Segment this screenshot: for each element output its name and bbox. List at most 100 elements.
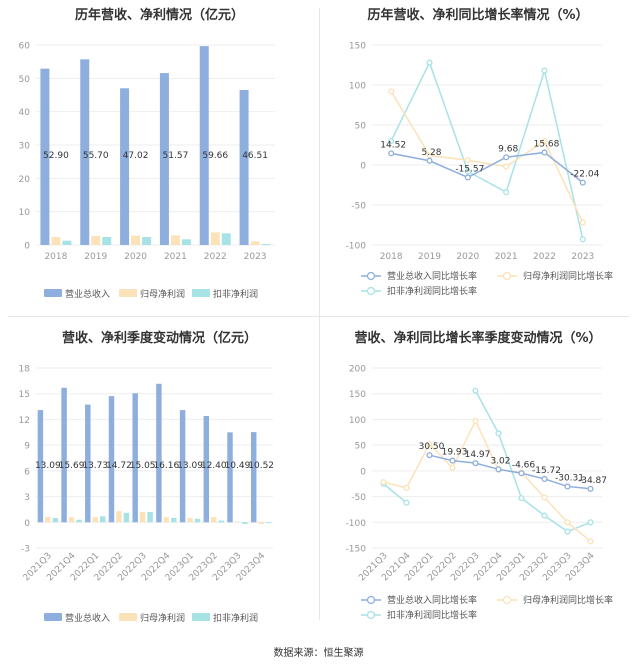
legend-label: 营业总收入: [65, 288, 110, 300]
x-tick-label: 2021: [495, 252, 518, 262]
bar-deducted-profit: [261, 244, 271, 245]
data-point: [579, 236, 586, 243]
y-tick-label: 9: [24, 442, 30, 452]
x-tick-label: 2018: [380, 252, 403, 262]
data-point: [380, 479, 387, 486]
legend-swatch: [192, 613, 210, 621]
data-label: 16.16: [153, 461, 179, 471]
bar-deducted-profit: [76, 519, 82, 523]
chart-title: 历年营收、净利同比增长率情况（%）: [367, 8, 589, 23]
data-point: [495, 466, 502, 473]
legend-swatch: [44, 289, 62, 297]
data-point: [464, 174, 471, 181]
data-point: [518, 495, 525, 502]
y-tick-label: 150: [349, 390, 366, 400]
bar-net-profit: [131, 235, 141, 245]
y-tick-label: 15: [19, 390, 30, 400]
bar-revenue: [179, 410, 186, 523]
y-tick-label: 100: [349, 82, 366, 92]
y-tick-label: 18: [19, 365, 31, 375]
y-tick-label: 0: [24, 242, 30, 252]
data-label: 10.49: [225, 461, 251, 471]
bar-deducted-profit: [147, 512, 153, 523]
panel-annual-growth: 历年营收、净利同比增长率情况（%） -100 -50 0 50 100 150 2018 20…: [319, 0, 637, 316]
data-point: [579, 179, 586, 186]
series-line: [383, 483, 407, 504]
data-label: 13.73: [82, 461, 108, 471]
legend-marker: [366, 286, 376, 296]
bar-revenue: [37, 410, 44, 523]
bar-revenue: [250, 432, 257, 523]
panel-quarterly-growth: 营收、净利同比增长率季度变动情况（%） -150 -100 -50 0 50 100 150…: [319, 316, 637, 636]
x-tick-label: 2021: [164, 252, 187, 262]
chart-title: 营收、净利季度变动情况（亿元）: [61, 331, 257, 346]
data-point: [503, 163, 510, 170]
bar-net-profit: [91, 236, 101, 245]
y-tick-label: -150: [346, 545, 367, 555]
legend-label: 扣非净利润同比增长率: [387, 609, 477, 621]
data-point: [541, 67, 548, 74]
y-tick-label: 150: [349, 42, 366, 52]
bar-net-profit: [45, 517, 51, 523]
data-point: [464, 157, 471, 164]
data-point: [587, 485, 594, 492]
y-tick-label: 40: [19, 108, 31, 118]
vertical-divider: [319, 8, 320, 620]
legend-swatch: [119, 613, 137, 621]
bar-revenue: [80, 59, 90, 246]
bar-net-profit: [139, 512, 146, 523]
y-tick-label: 100: [349, 416, 366, 426]
y-tick-label: 10: [19, 208, 31, 218]
data-point: [426, 59, 433, 66]
legend-label: 归母净利润同比增长率: [523, 594, 613, 606]
horizontal-divider: [8, 316, 629, 317]
x-tick-label: 2023: [244, 252, 267, 262]
bar-revenue: [156, 383, 162, 523]
bar-revenue: [203, 416, 210, 523]
data-label: -34.87: [578, 476, 607, 486]
bar-deducted-profit: [52, 518, 59, 523]
bar-deducted-profit: [102, 237, 112, 245]
data-point: [518, 470, 525, 477]
data-point: [472, 417, 479, 425]
bar-deducted-profit: [171, 518, 177, 523]
legend-marker: [366, 271, 376, 281]
series-line: [474, 390, 591, 533]
bar-deducted-profit: [62, 240, 72, 245]
bar-revenue: [159, 73, 169, 245]
legend-label: 扣非净利润: [213, 288, 258, 300]
y-tick-label: -50: [351, 493, 366, 503]
bar-net-profit: [116, 511, 122, 523]
annual-growth-chart: -100 -50 0 50 100 150 2018 2019 2020 2021 2022 2023…: [346, 42, 613, 298]
y-tick-label: 12: [19, 416, 30, 426]
bar-net-profit: [187, 518, 193, 523]
data-point: [587, 538, 594, 545]
data-label: 59.66: [202, 151, 228, 161]
x-tick-label: 2020: [124, 252, 147, 262]
bar-deducted-profit: [99, 516, 106, 523]
y-tick-label: 50: [355, 442, 367, 452]
bar-net-profit: [170, 235, 180, 245]
bar-revenue: [108, 396, 115, 523]
panel-annual-values: 历年营收、净利情况（亿元） 0 10 20 30 40 50 60 2018 2019 2020 2…: [0, 0, 319, 316]
bar-revenue: [239, 89, 249, 245]
data-label: 10.52: [248, 461, 274, 471]
data-point: [426, 441, 433, 448]
bar-net-profit: [51, 237, 61, 245]
legend-marker: [502, 595, 512, 605]
data-point: [541, 512, 548, 519]
data-label: 13.09: [177, 461, 203, 471]
data-point: [503, 189, 510, 196]
data-point: [449, 464, 456, 471]
y-tick-label: 30: [19, 142, 31, 152]
y-tick-label: 0: [24, 519, 30, 529]
legend-swatch: [119, 289, 137, 297]
y-tick-label: -3: [21, 545, 30, 555]
bar-net-profit: [234, 521, 241, 523]
source-note: 数据来源：恒生聚源: [273, 648, 364, 659]
bar-deducted-profit: [181, 239, 191, 245]
data-point: [403, 499, 410, 506]
data-label: 14.52: [380, 140, 406, 150]
data-label: 52.90: [43, 151, 69, 161]
series-line: [429, 454, 591, 490]
